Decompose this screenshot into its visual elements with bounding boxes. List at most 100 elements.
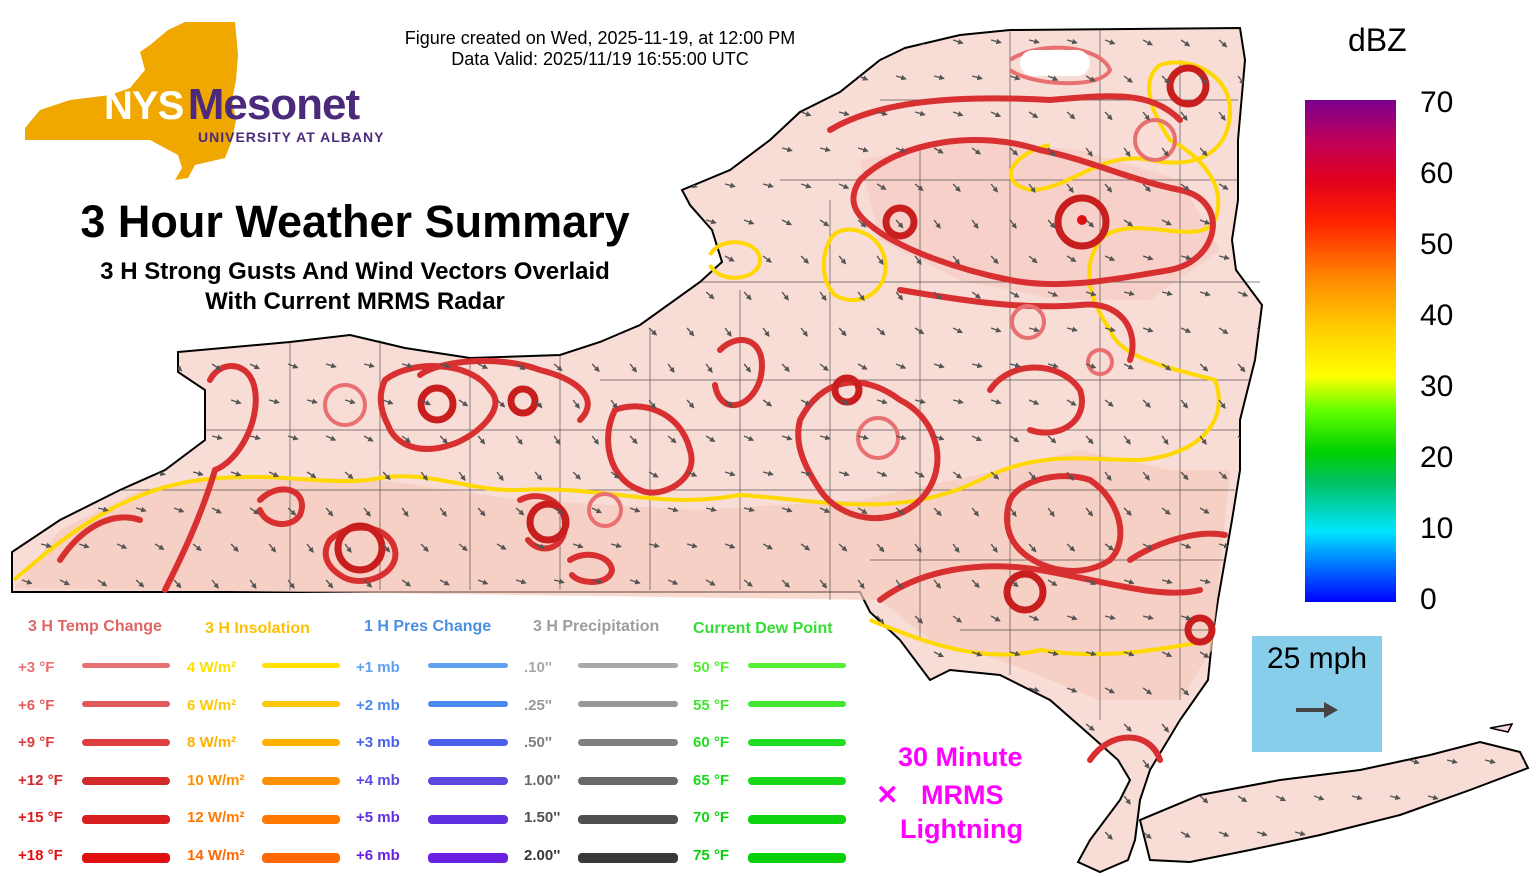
wind-vector-arrow bbox=[667, 363, 675, 374]
wind-vector-arrow bbox=[1218, 399, 1226, 410]
wind-vector-arrow bbox=[1256, 831, 1268, 837]
wind-vector-arrow bbox=[1028, 831, 1036, 842]
wind-vector-arrow bbox=[192, 470, 204, 477]
wind-vector-arrow bbox=[1427, 794, 1439, 801]
wind-vector-arrow bbox=[1484, 255, 1492, 265]
wind-vector-arrow bbox=[382, 759, 392, 767]
colorbar-tick: 60 bbox=[1420, 157, 1454, 190]
wind-vector-arrow bbox=[1009, 435, 1020, 443]
wind-vector-arrow bbox=[762, 759, 774, 765]
wind-vector-arrow bbox=[648, 111, 657, 121]
wind-vector-arrow bbox=[1180, 831, 1191, 838]
wind-vector-arrow bbox=[1237, 866, 1249, 872]
wind-vector-arrow bbox=[1142, 327, 1154, 333]
wind-vector-arrow bbox=[344, 543, 352, 554]
wind-vector-arrow bbox=[534, 543, 546, 549]
wind-vector-arrow bbox=[97, 579, 108, 587]
wind-vector-arrow bbox=[1256, 183, 1268, 189]
legend-swatch-pressure bbox=[428, 776, 508, 785]
wind-vector-arrow bbox=[857, 579, 865, 590]
wind-vector-arrow bbox=[382, 831, 390, 842]
wind-vector-arrow bbox=[1294, 615, 1304, 623]
wind-vector-arrow bbox=[553, 75, 562, 85]
wind-vector-arrow bbox=[268, 183, 279, 191]
wind-vector-arrow bbox=[515, 75, 525, 84]
wind-vector-arrow bbox=[496, 831, 506, 840]
wind-vector-arrow bbox=[382, 183, 390, 193]
wind-vector-arrow bbox=[477, 579, 489, 585]
wind-vector-arrow bbox=[1275, 218, 1287, 225]
wind-vector-arrow bbox=[1351, 867, 1363, 872]
legend-label-precip: 1.50'' bbox=[524, 809, 561, 826]
wind-vector-arrow bbox=[458, 183, 466, 193]
wind-vector-arrow bbox=[553, 795, 562, 804]
wind-vector-arrow bbox=[1009, 75, 1021, 81]
wind-vector-arrow bbox=[116, 399, 126, 408]
wind-vector-arrow bbox=[743, 867, 754, 872]
wind-vector-arrow bbox=[382, 399, 394, 405]
wind-vector-arrow bbox=[59, 579, 70, 586]
wind-vector-arrow bbox=[1408, 831, 1420, 837]
wind-vector-arrow bbox=[306, 759, 318, 765]
wind-vector-arrow bbox=[1503, 507, 1514, 515]
wind-vector-arrow bbox=[477, 867, 488, 872]
wind-vector-arrow bbox=[1370, 759, 1382, 765]
wind-vector-arrow bbox=[743, 219, 755, 225]
legend-swatch-dewpoint bbox=[748, 814, 846, 824]
wind-vector-arrow bbox=[1180, 254, 1192, 261]
wind-vector-arrow bbox=[895, 722, 907, 729]
wind-vector-arrow bbox=[895, 651, 906, 659]
wind-vector-arrow bbox=[667, 435, 677, 444]
legend-label-temp: +18 °F bbox=[18, 846, 63, 864]
legend-label-insolation: 10 W/m² bbox=[187, 771, 245, 789]
wind-vector-arrow bbox=[648, 327, 658, 336]
wind-vector-arrow bbox=[990, 327, 1002, 333]
wind-vector-arrow bbox=[1009, 147, 1019, 156]
wind-vector-arrow bbox=[1180, 327, 1192, 333]
wind-vector-arrow bbox=[1199, 723, 1207, 734]
wind-vector-arrow bbox=[1085, 435, 1094, 445]
wind-vector-arrow bbox=[705, 291, 715, 300]
wind-vector-arrow bbox=[363, 507, 371, 517]
wind-vector-arrow bbox=[1199, 435, 1207, 445]
wind-vector-arrow bbox=[21, 363, 29, 373]
wind-vector-arrow bbox=[572, 327, 583, 334]
wind-vector-arrow bbox=[344, 759, 355, 766]
wind-vector-arrow bbox=[1484, 110, 1496, 117]
wind-vector-arrow bbox=[1047, 723, 1058, 730]
wind-vector-arrow bbox=[838, 615, 846, 625]
wind-vector-arrow bbox=[306, 398, 318, 405]
wind-vector-arrow bbox=[1389, 794, 1401, 801]
wind-vector-arrow bbox=[838, 183, 850, 189]
wind-vector-arrow bbox=[21, 435, 31, 444]
wind-vector-arrow bbox=[1408, 111, 1420, 117]
wind-vector-arrow bbox=[1484, 687, 1495, 694]
wind-vector-arrow bbox=[857, 651, 867, 660]
wind-vector-arrow bbox=[1142, 111, 1150, 121]
wind-vector-arrow bbox=[1503, 795, 1515, 801]
wind-vector-arrow bbox=[667, 795, 679, 801]
wind-vector-arrow bbox=[306, 831, 315, 841]
legend-swatch-temp bbox=[82, 852, 170, 863]
wind-vector-arrow bbox=[439, 147, 447, 157]
wind-vector-arrow bbox=[838, 831, 849, 838]
wind-vector-arrow bbox=[249, 75, 261, 81]
wind-vector-arrow bbox=[78, 471, 90, 477]
wind-vector-arrow bbox=[1275, 795, 1287, 802]
wind-vector-arrow bbox=[173, 794, 185, 801]
wind-vector-arrow bbox=[1237, 651, 1247, 660]
wind-vector-arrow bbox=[1446, 687, 1457, 695]
colorbar-tick: 0 bbox=[1420, 583, 1437, 616]
wind-vector-arrow bbox=[990, 38, 1002, 45]
wind-vector-arrow bbox=[648, 687, 656, 698]
wind-vector-arrow bbox=[1180, 614, 1192, 621]
logo-state-silhouette bbox=[25, 22, 238, 180]
wind-vector-arrow bbox=[1123, 363, 1134, 370]
legend-label-dewpoint: 70 °F bbox=[693, 809, 730, 826]
legend-swatch-temp bbox=[82, 700, 170, 707]
wind-vector-arrow bbox=[572, 111, 580, 122]
wind-vector-arrow bbox=[743, 147, 755, 153]
wind-vector-arrow bbox=[971, 362, 983, 369]
wind-vector-arrow bbox=[1522, 39, 1528, 46]
